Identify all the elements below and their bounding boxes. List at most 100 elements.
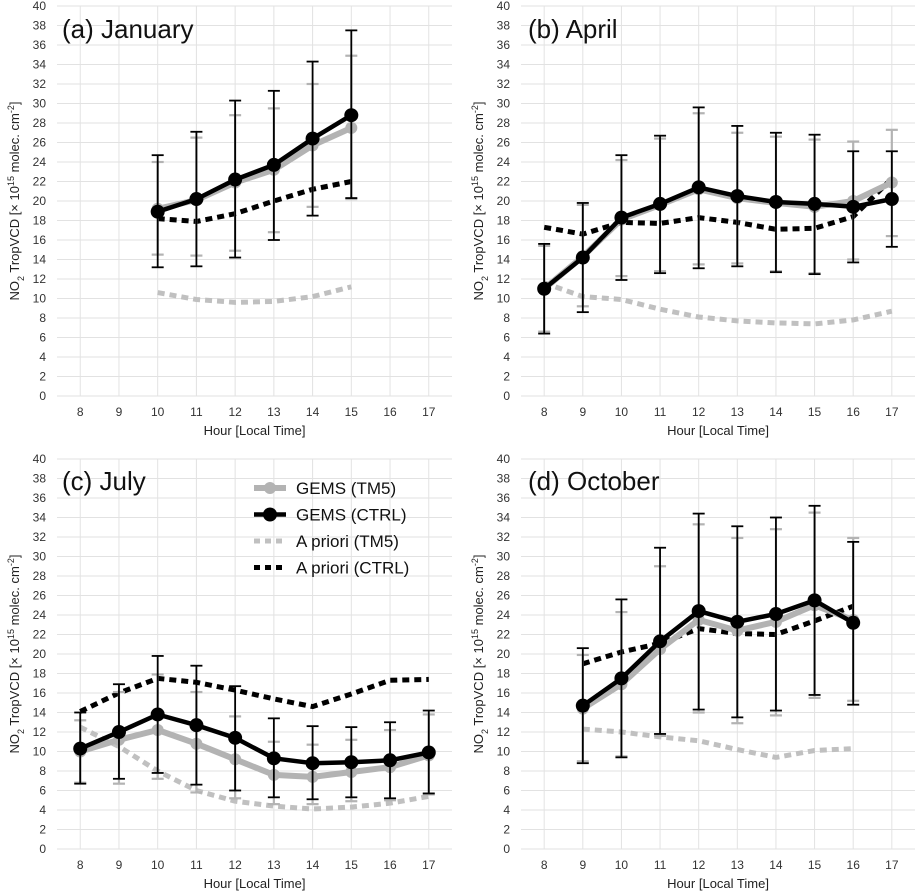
series-apriori-tm5: [157, 284, 352, 305]
data-point: [344, 108, 359, 123]
y-tick-label: 36: [497, 38, 511, 52]
y-label-times: ×: [471, 657, 486, 665]
y-label-unit: molec. cm: [471, 566, 486, 629]
data-point: [691, 180, 706, 195]
y-label-unit: molec. cm: [471, 113, 486, 176]
x-tick-label: 9: [579, 858, 586, 872]
y-tick-label: 28: [497, 569, 511, 583]
data-point: [266, 157, 281, 172]
y-label-exponent: 15: [6, 629, 16, 639]
y-tick-label: 18: [497, 214, 511, 228]
y-tick-label: 24: [497, 608, 511, 622]
y-tick-label: 4: [503, 803, 510, 817]
legend-label: A priori (TM5): [296, 532, 399, 551]
data-point: [228, 172, 243, 187]
series-gems-ctrl: [150, 29, 359, 269]
y-tick-label: 8: [39, 764, 46, 778]
x-tick-label: 16: [847, 858, 861, 872]
y-tick-label: 22: [33, 175, 47, 189]
x-tick-label: 9: [116, 405, 123, 419]
y-tick-label: 32: [33, 77, 47, 91]
y-tick-label: 18: [33, 667, 47, 681]
y-tick-label: 38: [33, 472, 47, 486]
y-tick-label: 8: [503, 311, 510, 325]
y-tick-label: 40: [497, 452, 511, 466]
y-tick-label: 0: [39, 389, 46, 403]
legend-item: A priori (CTRL): [254, 559, 409, 578]
y-tick-label: 22: [497, 628, 511, 642]
y-tick-label: 14: [33, 706, 47, 720]
y-label-subscript: 2: [16, 276, 26, 281]
y-tick-label: 6: [503, 331, 510, 345]
data-point: [807, 593, 822, 608]
y-tick-label: 32: [497, 77, 511, 91]
y-label-exponent: 15: [6, 176, 16, 186]
legend-label: GEMS (TM5): [296, 479, 396, 498]
y-tick-label: 10: [33, 292, 47, 306]
series-apriori-tm5: [543, 280, 893, 327]
y-label-main: TropVCD [: [471, 664, 486, 729]
y-tick-label: 8: [39, 311, 46, 325]
data-point: [653, 634, 668, 649]
x-tick-label: 11: [190, 405, 203, 419]
y-tick-label: 24: [33, 155, 47, 169]
data-point: [575, 698, 590, 713]
x-axis-label: Hour [Local Time]: [204, 876, 306, 891]
y-tick-label: 40: [33, 452, 47, 466]
y-tick-label: 26: [497, 136, 511, 150]
x-tick-label: 10: [151, 405, 165, 419]
y-tick-label: 10: [33, 745, 47, 759]
y-label-main: TropVCD [: [7, 211, 22, 276]
y-tick-label: 32: [497, 530, 511, 544]
y-tick-label: 10: [497, 745, 511, 759]
y-label-unit: molec. cm: [7, 566, 22, 629]
y-tick-label: 14: [497, 253, 511, 267]
data-point: [189, 192, 204, 207]
y-tick-label: 40: [497, 0, 511, 13]
data-point: [768, 607, 783, 622]
x-tick-label: 13: [267, 858, 281, 872]
y-label-subscript: 2: [480, 729, 490, 734]
x-axis-label: Hour [Local Time]: [204, 423, 306, 438]
y-label-base: 10: [7, 639, 22, 657]
y-label-base: 10: [471, 186, 486, 204]
y-tick-label: 26: [33, 136, 47, 150]
y-label-base: 10: [471, 639, 486, 657]
y-tick-label: 30: [33, 97, 47, 111]
x-tick-label: 14: [769, 405, 783, 419]
y-tick-label: 4: [503, 350, 510, 364]
legend-item: GEMS (TM5): [254, 479, 396, 498]
y-tick-label: 28: [497, 116, 511, 130]
data-point: [884, 192, 899, 207]
x-tick-label: 9: [116, 858, 123, 872]
y-label-species: NO: [7, 734, 22, 754]
data-point: [305, 131, 320, 146]
data-point: [537, 281, 552, 296]
y-tick-label: 28: [33, 116, 47, 130]
y-tick-label: 12: [33, 272, 47, 286]
x-tick-label: 13: [267, 405, 281, 419]
legend-item: A priori (TM5): [254, 532, 399, 551]
legend: GEMS (TM5) GEMS (CTRL) A priori (TM5) A pri…: [254, 479, 409, 578]
y-tick-label: 36: [497, 491, 511, 505]
data-point: [730, 189, 745, 204]
data-point: [614, 671, 629, 686]
series-line: [79, 724, 430, 812]
y-tick-label: 26: [497, 589, 511, 603]
x-tick-label: 14: [769, 858, 783, 872]
y-tick-label: 0: [39, 842, 46, 856]
y-tick-label: 6: [39, 784, 46, 798]
x-tick-label: 16: [383, 858, 397, 872]
y-tick-label: 8: [503, 764, 510, 778]
y-tick-label: 6: [503, 784, 510, 798]
y-label-exponent: 15: [470, 176, 480, 186]
y-label-main: TropVCD [: [471, 211, 486, 276]
y-label-species: NO: [471, 734, 486, 754]
y-tick-label: 20: [33, 647, 47, 661]
x-tick-label: 13: [731, 858, 745, 872]
y-axis-label: NO2 TropVCD [× 1015 molec. cm-2]: [6, 555, 26, 754]
y-label-base: 10: [7, 186, 22, 204]
